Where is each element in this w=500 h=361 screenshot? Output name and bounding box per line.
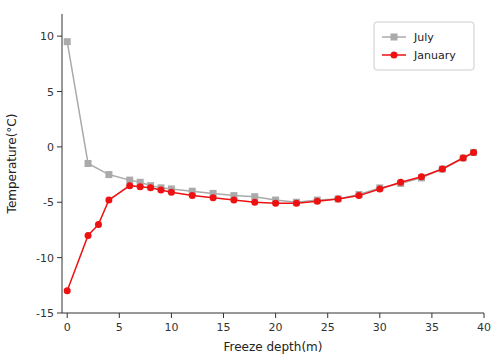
x-tick [275,313,276,318]
x-tick-label: 25 [321,321,335,334]
point [355,192,362,199]
point [397,179,404,186]
y-tick-label: -5 [43,196,54,209]
x-tick-label: 15 [217,321,231,334]
point [418,173,425,180]
series-line [67,152,473,290]
point [460,154,467,161]
x-tick-label: 40 [477,321,491,334]
x-tick-label: 30 [373,321,387,334]
point [157,187,164,194]
x-tick-label: 0 [64,321,71,334]
y-tick [57,91,62,92]
point [64,287,71,294]
legend-label: July [413,31,434,44]
point [470,149,477,156]
y-tick [57,257,62,258]
legend-marker [391,52,398,59]
point [126,182,133,189]
point [251,199,258,206]
y-tick [57,202,62,203]
y-axis-line [62,14,63,313]
point [85,232,92,239]
point [460,154,467,161]
legend-marker [391,34,398,41]
point [439,166,446,173]
legend: July January [374,22,474,70]
x-tick [223,313,224,318]
x-tick [119,313,120,318]
x-tick [379,313,380,318]
point [64,38,71,45]
point [376,185,383,192]
x-tick-label: 10 [164,321,178,334]
point [147,184,154,191]
x-axis-label: Freeze depth(m) [224,340,323,354]
point [137,183,144,190]
y-tick-label: 10 [40,30,54,43]
legend-box [374,22,474,70]
point [314,198,321,205]
y-tick-label: 5 [47,86,54,99]
point [105,197,112,204]
x-tick [171,313,172,318]
x-tick [484,313,485,318]
x-tick [67,313,68,318]
y-tick [57,313,62,314]
y-tick-label: -15 [36,307,54,320]
point [168,189,175,196]
y-axis-label: Temperature(°C) [5,114,19,215]
x-tick [327,313,328,318]
plot-area [64,38,477,294]
point [105,171,112,178]
x-tick-label: 5 [116,321,123,334]
y-tick [57,146,62,147]
y-tick-label: -10 [36,252,54,265]
x-tick-label: 20 [269,321,283,334]
x-tick-label: 35 [425,321,439,334]
point [272,200,279,207]
y-tick-label: 0 [47,141,54,154]
chart: 0 5 10 15 20 25 30 35 40 -15 -10 -5 0 5 10 Freeze depth… [0,0,500,361]
legend-label: January [413,49,456,62]
x-axis-line [62,313,484,314]
point [95,221,102,228]
x-tick [431,313,432,318]
point [470,149,477,156]
y-tick [57,36,62,37]
point [210,194,217,201]
point [293,200,300,207]
point [335,195,342,202]
point [85,160,92,167]
point [335,195,342,202]
point [439,166,446,173]
point [230,197,237,204]
point [189,192,196,199]
